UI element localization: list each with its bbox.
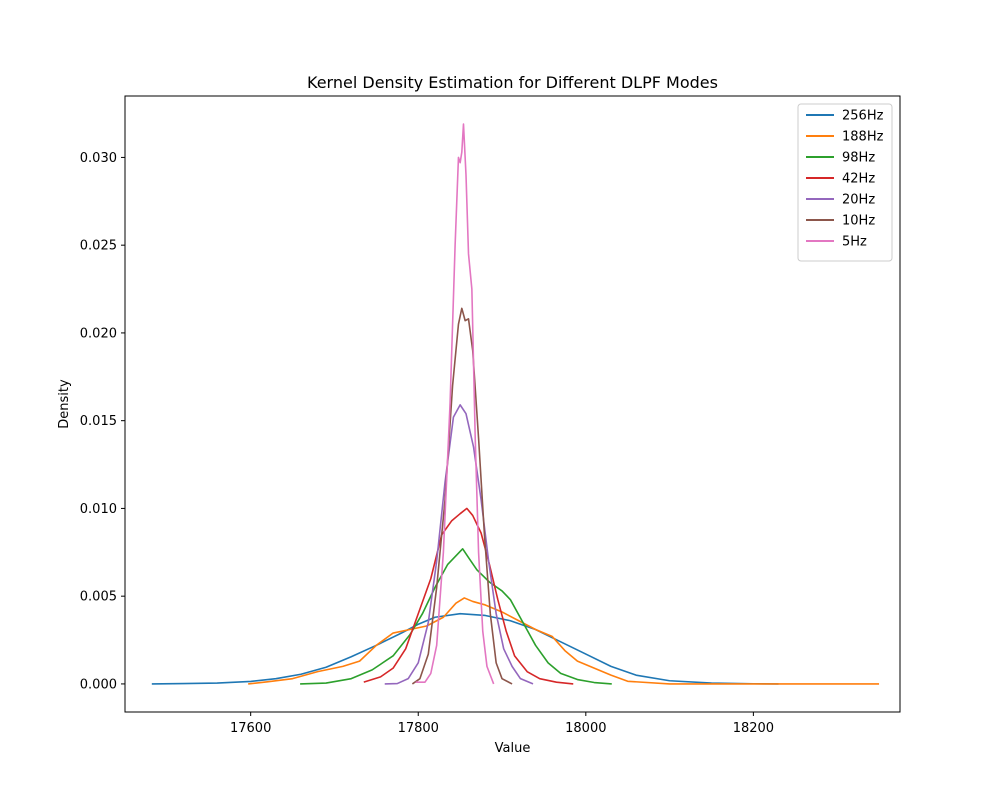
series-line-5hz <box>415 123 495 685</box>
x-tick-label: 18200 <box>733 721 774 736</box>
series-line-20hz <box>384 404 534 685</box>
x-axis: 17600 17800 18000 18200 <box>230 712 774 736</box>
series-line-10hz <box>411 307 513 685</box>
y-axis: 0.000 0.005 0.010 0.015 0.020 0.025 0.030 <box>80 151 125 692</box>
y-tick-label: 0.005 <box>80 590 117 605</box>
y-tick-label: 0.015 <box>80 414 117 429</box>
legend-label-42hz: 42Hz <box>842 172 875 187</box>
series-line-98hz <box>300 547 612 685</box>
y-axis-title: Density <box>57 379 72 429</box>
x-tick-label: 17600 <box>230 721 271 736</box>
y-tick-label: 0.030 <box>80 151 117 166</box>
legend-label-256hz: 256Hz <box>842 109 884 124</box>
y-tick-label: 0.025 <box>80 239 117 254</box>
series-line-42hz <box>363 507 574 685</box>
legend-label-20hz: 20Hz <box>842 193 875 208</box>
y-tick-label: 0.020 <box>80 326 117 341</box>
legend: 256Hz 188Hz 98Hz 42Hz 20Hz 10Hz 5Hz <box>797 103 893 262</box>
chart-title: Kernel Density Estimation for Different … <box>307 73 718 92</box>
legend-box <box>797 103 893 262</box>
legend-label-188hz: 188Hz <box>842 130 884 145</box>
x-tick-label: 17800 <box>398 721 439 736</box>
x-axis-title: Value <box>495 741 531 756</box>
x-tick-label: 18000 <box>565 721 606 736</box>
y-tick-label: 0.010 <box>80 502 117 517</box>
series-line-256hz <box>151 612 779 685</box>
axes-frame <box>124 95 901 713</box>
y-tick-label: 0.000 <box>80 677 117 692</box>
legend-label-98hz: 98Hz <box>842 151 875 166</box>
legend-label-10hz: 10Hz <box>842 214 875 229</box>
plot-area <box>151 123 880 685</box>
legend-label-5hz: 5Hz <box>842 235 867 250</box>
series-line-188hz <box>248 597 880 685</box>
